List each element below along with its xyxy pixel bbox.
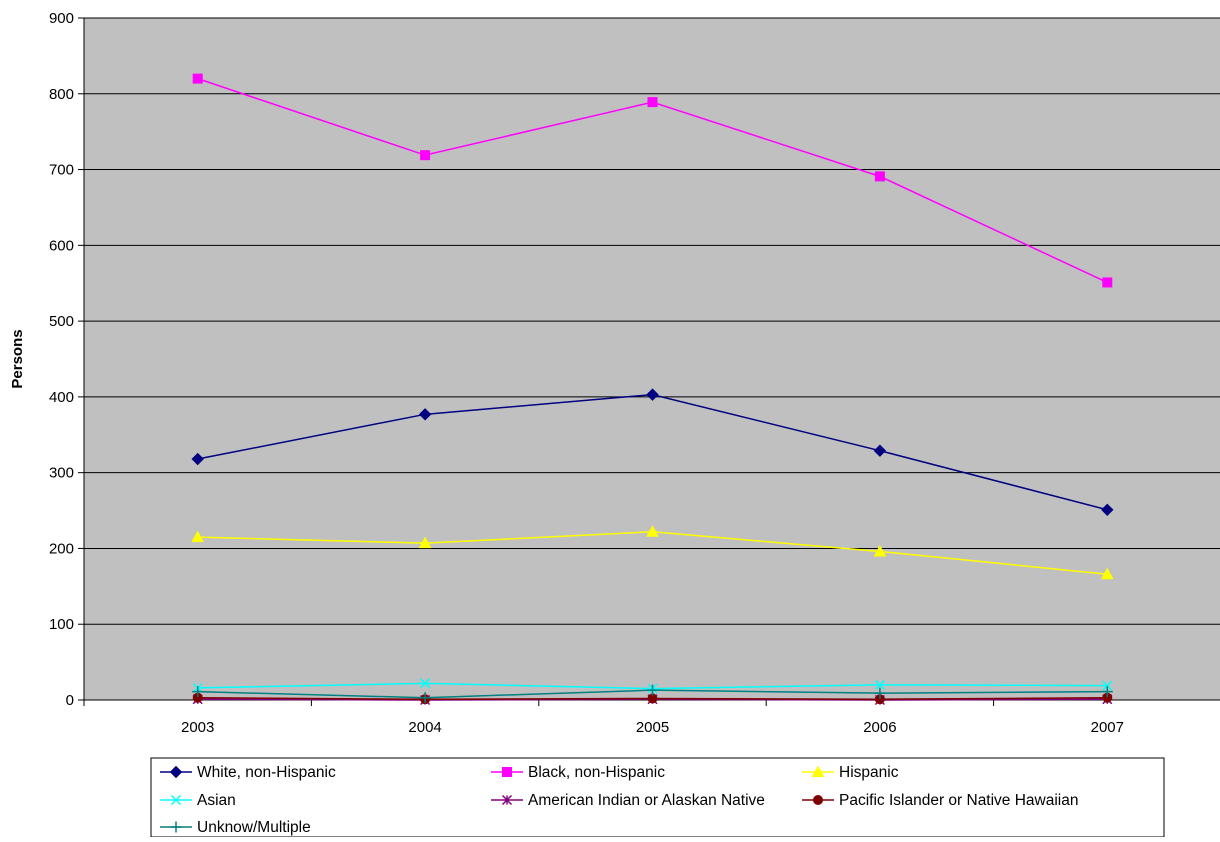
- data-point: [192, 73, 203, 84]
- data-point: [418, 536, 432, 549]
- y-tick-label: 300: [49, 465, 74, 482]
- data-point: [647, 97, 658, 108]
- data-point: [646, 388, 659, 401]
- series-2: [192, 73, 1113, 288]
- y-tick-label: 100: [49, 616, 74, 633]
- legend-box: [150, 757, 1165, 838]
- legend-marker: [502, 767, 512, 777]
- y-tick-label: 900: [49, 10, 74, 27]
- data-point: [1101, 503, 1114, 517]
- data-point: [874, 679, 885, 690]
- series-3: [191, 525, 1114, 580]
- data-point: [873, 444, 887, 457]
- gridlines: [84, 17, 1220, 625]
- data-point: [1100, 567, 1114, 580]
- plot-area: [83, 17, 1220, 701]
- legend-marker: [811, 765, 825, 777]
- legend-marker: [170, 821, 182, 833]
- legend-marker: [170, 794, 182, 806]
- x-axis: 2003 2004 2005 2006 2007: [83, 699, 1220, 736]
- legend-marker: [169, 765, 183, 779]
- legend-label: Hispanic: [839, 764, 899, 781]
- data-point: [418, 408, 432, 421]
- y-tick-label: 0: [66, 692, 74, 709]
- y-tick-label: 500: [49, 313, 74, 330]
- data-point: [646, 525, 659, 537]
- legend-entry: Pacific Islander or Native Hawaiian: [802, 792, 1079, 809]
- x-tick-label: 2006: [863, 719, 896, 736]
- series-layer: [191, 73, 1114, 706]
- data-point: [1102, 277, 1113, 288]
- legend-label: Asian: [197, 792, 236, 809]
- x-tick-label: 2003: [181, 719, 214, 736]
- data-point: [191, 452, 204, 466]
- data-point: [1101, 686, 1113, 698]
- y-tick-label: 600: [49, 237, 74, 254]
- legend-marker: [501, 794, 513, 806]
- x-tick-label: 2004: [408, 719, 441, 736]
- data-point: [1102, 680, 1113, 691]
- legend-entry: White, non-Hispanic: [160, 764, 336, 781]
- y-tick-label: 400: [49, 389, 74, 406]
- y-tick-label: 700: [49, 162, 74, 179]
- x-tick-label: 2007: [1091, 719, 1124, 736]
- legend-marker: [813, 795, 823, 805]
- data-point: [873, 544, 887, 557]
- series-1: [191, 388, 1114, 517]
- legend: White, non-Hispanic Black, non-Hispanic Hi…: [150, 757, 1165, 838]
- data-point: [420, 678, 431, 689]
- data-point: [874, 171, 885, 182]
- data-point: [419, 692, 431, 704]
- y-axis-label: Persons: [9, 329, 26, 388]
- legend-entry: Asian: [160, 792, 236, 809]
- data-point: [420, 150, 431, 161]
- series-7: [192, 684, 1113, 704]
- legend-entry: American Indian or Alaskan Native: [491, 792, 765, 809]
- legend-label: American Indian or Alaskan Native: [528, 792, 765, 809]
- y-tick-label: 200: [49, 540, 74, 557]
- legend-entry: Hispanic: [802, 764, 899, 781]
- legend-label: White, non-Hispanic: [197, 764, 336, 781]
- y-tick-label: 800: [49, 86, 74, 103]
- legend-entry: Black, non-Hispanic: [491, 764, 665, 781]
- legend-entry: Unknow/Multiple: [160, 819, 311, 836]
- y-axis: 0 100 200 300 400 500 600 700 800 900: [49, 10, 85, 709]
- legend-label: Pacific Islander or Native Hawaiian: [839, 792, 1079, 809]
- legend-label: Unknow/Multiple: [197, 819, 311, 836]
- data-point: [191, 530, 205, 543]
- data-point: [874, 687, 886, 699]
- x-tick-label: 2005: [636, 719, 669, 736]
- legend-label: Black, non-Hispanic: [528, 764, 665, 781]
- data-point: [192, 686, 204, 698]
- data-point: [647, 684, 658, 696]
